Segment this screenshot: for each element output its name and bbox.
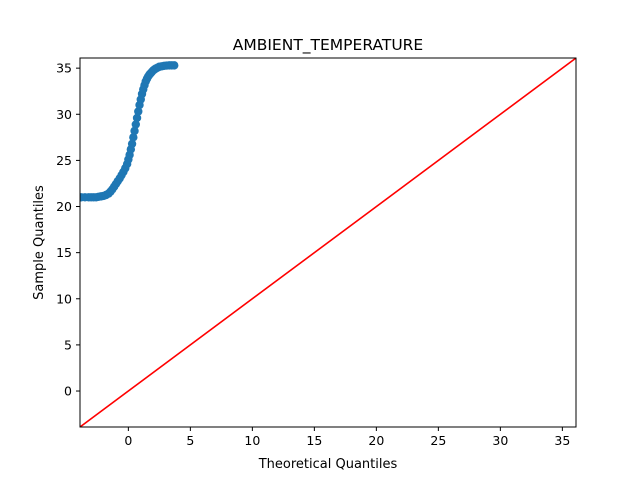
data-point [129, 133, 138, 142]
y-tick-label: 25 [56, 153, 72, 168]
y-tick-label: 35 [56, 61, 72, 76]
data-point [170, 61, 179, 70]
y-tick-label: 5 [64, 337, 72, 352]
y-axis-ticks: 0 5 10 15 20 25 30 35 [56, 61, 80, 399]
x-axis-ticks: 0 5 10 15 20 25 30 35 [124, 427, 570, 448]
data-point [127, 139, 137, 148]
data-point [132, 113, 142, 123]
chart-title: AMBIENT_TEMPERATURE [233, 36, 423, 55]
sample-points [80, 61, 179, 202]
x-tick-label: 35 [554, 433, 570, 448]
x-tick-label: 30 [492, 433, 508, 448]
x-axis-label: Theoretical Quantiles [258, 457, 398, 472]
reference-line [80, 58, 576, 427]
axes-frame [79, 57, 577, 428]
y-tick-label: 20 [56, 199, 72, 214]
y-tick-label: 30 [56, 107, 72, 122]
y-axis-label: Sample Quantiles [32, 185, 47, 300]
y-tick-label: 0 [64, 384, 72, 399]
x-tick-label: 0 [124, 433, 132, 448]
x-tick-label: 15 [306, 433, 322, 448]
data-point [131, 120, 140, 129]
x-tick-label: 20 [368, 433, 384, 448]
x-tick-label: 25 [430, 433, 446, 448]
data-point [134, 107, 143, 116]
y-tick-label: 15 [56, 245, 72, 260]
y-tick-label: 10 [56, 291, 72, 306]
x-tick-label: 10 [244, 433, 260, 448]
data-point [130, 126, 139, 136]
plot-area [80, 58, 576, 427]
x-tick-label: 5 [186, 433, 194, 448]
